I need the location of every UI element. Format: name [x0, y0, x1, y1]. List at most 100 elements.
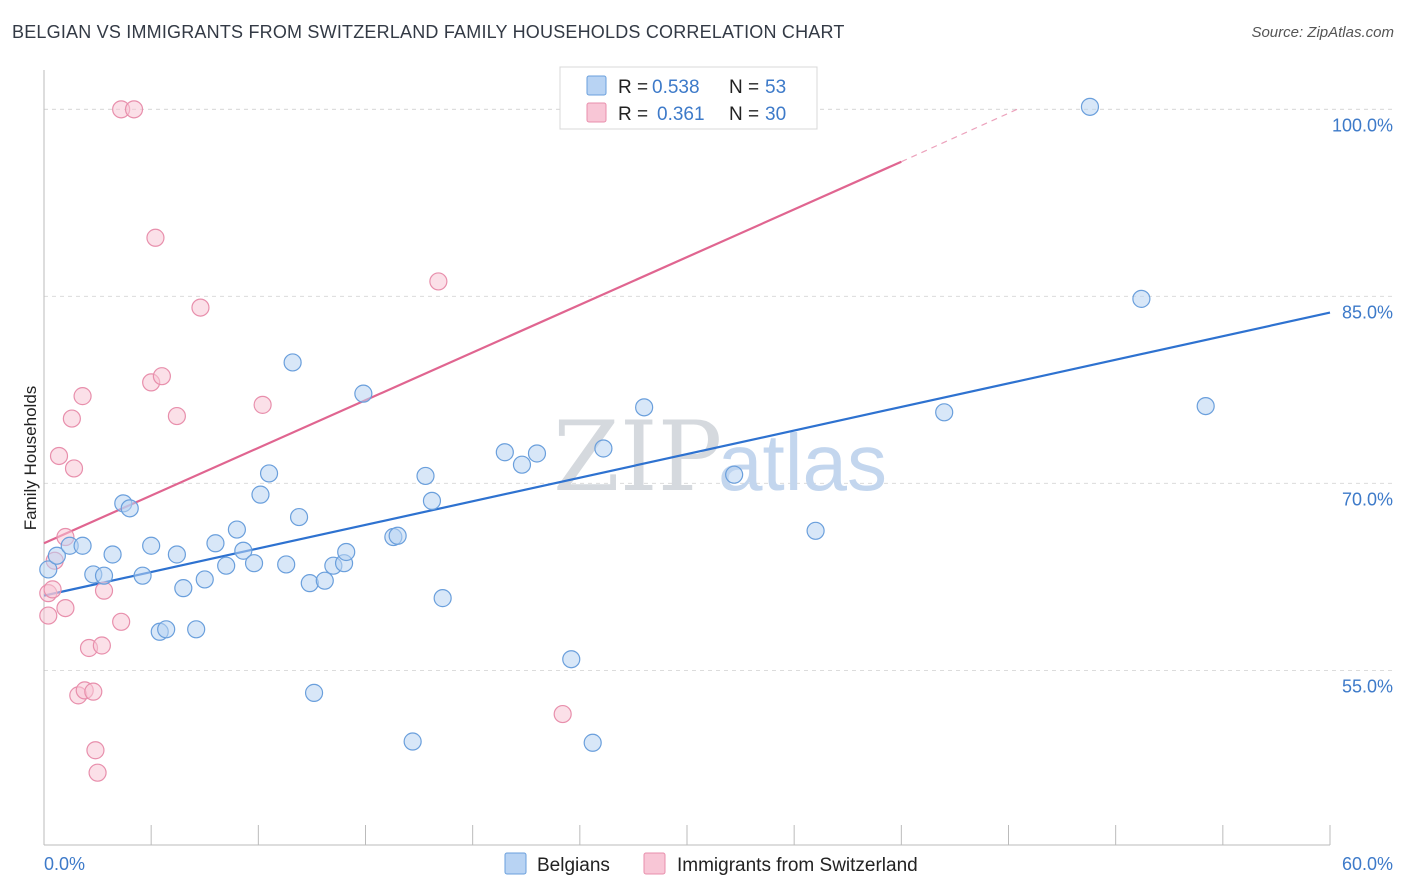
swiss-point-14: [86, 741, 105, 760]
belgian-point-6: [103, 545, 122, 564]
legend-r-label-swiss: R =: [618, 104, 648, 125]
watermark-zip: ZIP: [553, 401, 722, 513]
watermark-atlas: atlas: [718, 418, 887, 507]
belgian-point-10: [142, 536, 161, 555]
swiss-point-25: [191, 298, 210, 317]
belgian-point-1: [47, 546, 66, 565]
series-legend: Belgians Immigrants from Switzerland: [504, 852, 918, 876]
belgian-points: [39, 97, 1215, 752]
legend-r-value-swiss: 0.361: [657, 104, 705, 125]
legend-swatch-swiss: [586, 102, 607, 123]
source-label: Source: ZipAtlas.com: [1251, 24, 1394, 41]
swiss-point-13: [84, 682, 103, 701]
swiss-point-16: [92, 636, 111, 655]
belgian-point-35: [388, 526, 407, 545]
y-tick-label-3: 100.0%: [1332, 115, 1393, 135]
belgian-point-14: [174, 579, 193, 598]
belgian-point-40: [495, 443, 514, 462]
belgian-point-33: [354, 384, 373, 403]
belgian-point-16: [195, 570, 214, 589]
belgian-point-3: [73, 536, 92, 555]
swiss-point-27: [429, 272, 448, 291]
legend-r-label-belgians: R =: [618, 77, 648, 98]
belgian-point-23: [259, 464, 279, 483]
y-tick-label-0: 55.0%: [1342, 676, 1393, 696]
belgian-point-50: [1080, 97, 1100, 116]
y-tick-label-1: 70.0%: [1342, 489, 1393, 509]
belgian-point-27: [300, 574, 319, 593]
trend-line-swiss-extension: [901, 108, 1018, 163]
legend-swatch-belgians: [586, 75, 607, 96]
legend-n-value-belgians: 53: [765, 77, 786, 98]
watermark: ZIP atlas: [553, 401, 887, 513]
swiss-point-24: [167, 406, 186, 426]
legend-n-value-swiss: 30: [765, 104, 786, 125]
swiss-point-4: [49, 446, 69, 466]
swiss-point-1: [39, 606, 58, 625]
belgian-point-12: [157, 620, 176, 639]
belgian-point-51: [1132, 289, 1151, 308]
legend-n-label-swiss: N =: [729, 104, 759, 125]
legend-r-value-belgians: 0.538: [652, 77, 700, 98]
swiss-point-15: [88, 763, 107, 782]
belgian-point-42: [527, 444, 547, 463]
belgian-point-17: [206, 534, 225, 553]
swiss-point-7: [62, 409, 81, 428]
belgian-point-19: [227, 520, 246, 539]
swiss-point-5: [56, 598, 75, 618]
belgian-point-32: [337, 542, 356, 562]
belgian-point-13: [167, 545, 186, 564]
swiss-point-28: [553, 704, 572, 724]
swiss-point-2: [43, 580, 62, 599]
x-tick-label-max: 60.0%: [1342, 854, 1393, 874]
belgian-point-22: [251, 485, 270, 504]
belgian-point-47: [725, 465, 744, 484]
belgian-point-25: [283, 353, 302, 372]
trend-lines: [43, 108, 1331, 597]
belgian-point-28: [304, 683, 324, 702]
y-tick-label-2: 85.0%: [1342, 302, 1393, 322]
belgian-point-36: [403, 732, 422, 751]
belgian-point-29: [315, 571, 334, 590]
belgian-point-45: [594, 439, 613, 458]
swiss-point-22: [146, 228, 165, 247]
belgian-point-38: [422, 491, 442, 510]
swiss-point-8: [64, 459, 84, 478]
grid-lines: [44, 108, 1393, 671]
belgian-point-49: [935, 403, 954, 422]
belgian-point-8: [120, 499, 139, 518]
swiss-point-20: [124, 100, 144, 119]
belgian-point-43: [562, 650, 581, 669]
belgian-point-39: [433, 589, 452, 608]
swiss-point-23: [152, 367, 171, 386]
belgian-point-24: [277, 555, 296, 574]
belgian-point-9: [133, 566, 152, 585]
x-ticks: [43, 825, 1331, 845]
series-legend-swatch-swiss: [643, 852, 666, 875]
y-tick-labels: 55.0% 70.0% 85.0% 100.0%: [1332, 115, 1393, 696]
swiss-point-26: [253, 395, 272, 414]
belgian-point-37: [416, 466, 435, 486]
trend-line-belgians: [43, 311, 1331, 597]
series-legend-swatch-belgians: [504, 852, 527, 875]
belgian-point-48: [806, 521, 825, 540]
y-axis-label: Family Households: [21, 386, 40, 531]
belgian-point-46: [635, 398, 654, 417]
swiss-point-18: [112, 612, 131, 631]
trend-line-swiss: [43, 160, 902, 545]
belgian-point-26: [289, 507, 309, 527]
chart-title: BELGIAN VS IMMIGRANTS FROM SWITZERLAND F…: [12, 22, 845, 42]
belgian-point-18: [217, 556, 236, 575]
belgian-point-5: [94, 566, 114, 585]
x-tick-label-min: 0.0%: [44, 854, 85, 874]
belgian-point-44: [583, 733, 602, 752]
legend-n-label-belgians: N =: [729, 77, 759, 98]
belgian-point-21: [244, 554, 264, 573]
belgian-point-41: [512, 455, 532, 474]
belgian-point-15: [187, 620, 206, 639]
belgian-point-20: [234, 541, 253, 560]
stats-legend: R = 0.538 N = 53 R = 0.361 N = 30: [559, 66, 818, 130]
belgian-point-52: [1196, 397, 1215, 416]
belgian-point-0: [39, 560, 58, 579]
